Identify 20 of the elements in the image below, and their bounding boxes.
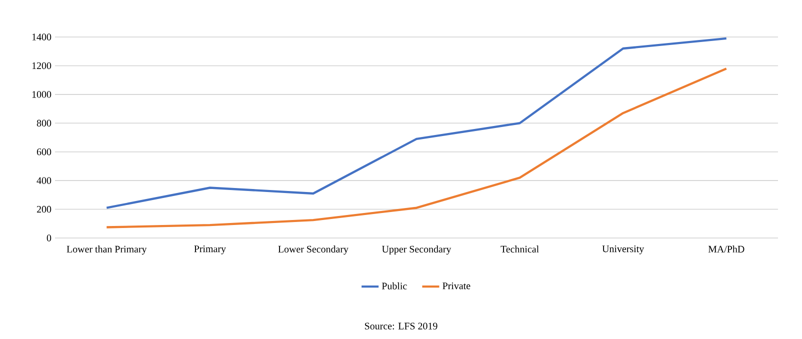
x-tick-label: University [602, 246, 644, 254]
y-tick-label: 200 [36, 206, 52, 213]
legend-label: Public [382, 282, 407, 290]
line-series [106, 67, 728, 228]
source-note: Source: LFS 2019 [365, 322, 438, 330]
y-tick-label: 1200 [32, 62, 52, 70]
legend-label: Private [442, 282, 470, 290]
x-tick-label: Lower than Primary [66, 246, 147, 255]
y-tick-label: 600 [36, 148, 52, 156]
y-tick-label: 800 [36, 120, 52, 126]
y-tick-label: 400 [36, 177, 52, 184]
x-tick-label: Primary [194, 246, 226, 254]
y-tick-label: 0 [46, 234, 52, 242]
line-series [106, 37, 728, 209]
x-tick-label: MA/PhD [708, 246, 744, 253]
y-tick-label: 1000 [32, 91, 52, 98]
x-tick-label: Technical [500, 246, 539, 253]
y-tick-label: 1400 [32, 34, 52, 40]
x-tick-label: Upper Secondary [382, 246, 452, 255]
x-tick-label: Lower Secondary [278, 246, 348, 255]
